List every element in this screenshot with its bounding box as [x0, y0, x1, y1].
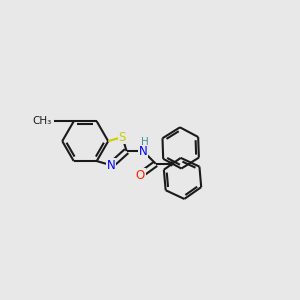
Text: O: O: [135, 169, 145, 182]
Text: CH₃: CH₃: [33, 116, 52, 126]
Text: N: N: [139, 145, 148, 158]
Text: N: N: [106, 159, 115, 172]
Text: S: S: [119, 130, 126, 143]
Text: H: H: [141, 137, 148, 147]
